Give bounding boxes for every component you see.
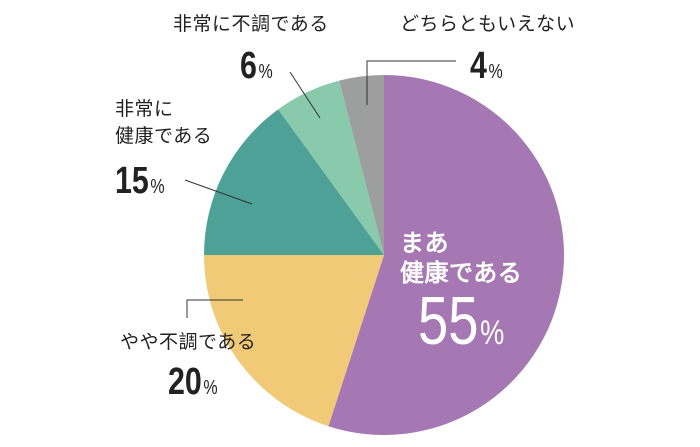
leader-line-neither [366,60,456,105]
slice-label-neither: どちらともいえない [400,12,575,37]
label-line: 非常に [115,98,174,120]
pie-slice-fairly-healthy [328,75,564,436]
pie-slice-neither [339,75,384,255]
value: 55 [418,283,479,359]
label-line: 健康である [115,125,213,147]
value: 6 [240,45,257,87]
label-line: やや不調である [120,331,257,353]
slice-label-very-unwell: 非常に不調である [173,12,329,37]
leader-line-very-healthy [184,179,253,205]
pie-slice-somewhat-unwell [204,255,384,427]
value: 15 [115,160,149,202]
pie-slice-very-healthy [204,109,384,255]
percent-sign: % [150,176,165,198]
label-line: どちらともいえない [400,13,576,35]
pie-slice-very-unwell [278,80,384,255]
percent-sign: % [480,314,505,352]
percent-sign: % [258,61,273,83]
slice-label-fairly-healthy: まあ 健康である [400,228,522,288]
slice-label-somewhat-unwell: やや不調である [120,330,256,355]
label-line: 健康である [400,259,523,287]
value: 4 [470,45,487,87]
label-line: 非常に不調である [173,13,329,35]
slice-label-very-healthy: 非常に 健康である [115,96,212,150]
value-label-fairly-healthy: 55% [418,286,504,368]
value: 20 [168,361,202,403]
leader-line-somewhat-unwell [186,299,243,318]
leader-line-very-unwell [289,71,321,119]
percent-sign: % [203,377,218,399]
label-line: まあ [400,229,449,257]
value-label-very-unwell: 6% [240,46,273,92]
percent-sign: % [488,61,503,83]
value-label-very-healthy: 15% [115,161,165,207]
value-label-somewhat-unwell: 20% [168,362,218,408]
value-label-neither: 4% [470,46,503,92]
